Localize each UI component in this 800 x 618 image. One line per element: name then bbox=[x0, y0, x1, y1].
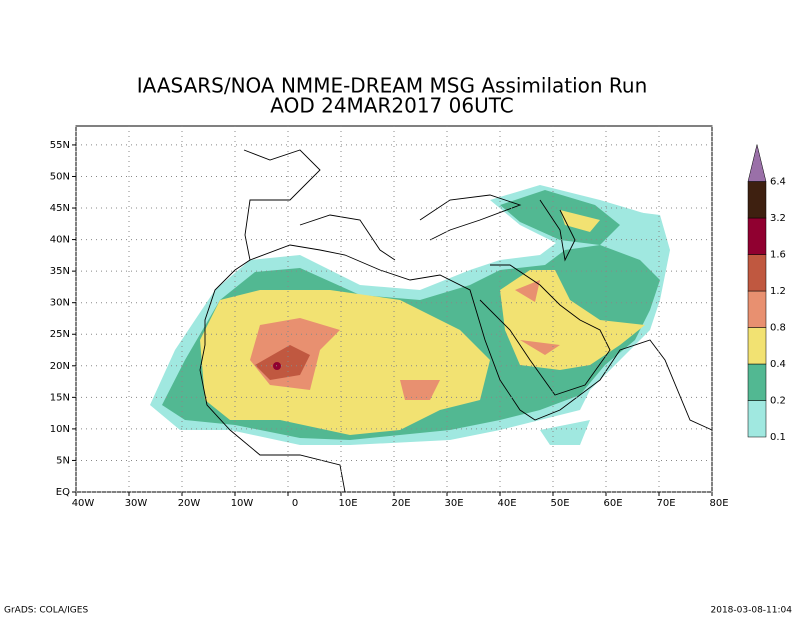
y-tick-label: 20N bbox=[50, 361, 70, 372]
colorbar-box bbox=[747, 363, 767, 401]
y-tick-label: 5N bbox=[56, 455, 70, 466]
colorbar-box bbox=[747, 181, 767, 219]
title: IAASARS/NOA NMME-DREAM MSG Assimilation … bbox=[137, 74, 648, 98]
colorbar-label: 0.1 bbox=[770, 432, 786, 443]
colorbar-box bbox=[747, 327, 767, 365]
colorbar-label: 6.4 bbox=[770, 177, 786, 188]
footer-right: 2018-03-08-11:04 bbox=[711, 606, 793, 616]
x-tick-label: 10E bbox=[338, 498, 357, 509]
colorbar-label: 0.2 bbox=[770, 396, 786, 407]
x-tick-label: 30E bbox=[444, 498, 463, 509]
colorbar-box bbox=[747, 290, 767, 328]
coastline bbox=[199, 149, 346, 493]
y-tick-label: 25N bbox=[50, 329, 70, 340]
x-tick-label: 40W bbox=[72, 498, 95, 509]
x-tick-label: 60E bbox=[603, 498, 622, 509]
colorbar-label: 1.2 bbox=[770, 286, 786, 297]
colorbar-label: 3.2 bbox=[770, 213, 786, 224]
x-tick-label: 10W bbox=[231, 498, 254, 509]
colorbar-box bbox=[747, 217, 767, 255]
coastlines bbox=[199, 149, 713, 493]
x-tick-label: 70E bbox=[656, 498, 675, 509]
aod-band-4 bbox=[250, 280, 560, 400]
y-tick-label: 55N bbox=[50, 140, 70, 151]
aod-field bbox=[150, 185, 670, 445]
coastline bbox=[249, 244, 713, 431]
aod-band-3 bbox=[500, 210, 645, 370]
x-tick-label: 30W bbox=[125, 498, 148, 509]
y-tick-label: 30N bbox=[50, 298, 70, 309]
y-tick-label: 35N bbox=[50, 266, 70, 277]
colorbar-box bbox=[747, 254, 767, 292]
colorbar-extension bbox=[747, 144, 767, 182]
aod-band-5 bbox=[255, 345, 310, 380]
y-tick-label: 10N bbox=[50, 424, 70, 435]
x-tick-label: 50E bbox=[550, 498, 569, 509]
y-tick-label: 15N bbox=[50, 392, 70, 403]
x-tick-label: 20W bbox=[178, 498, 201, 509]
x-tick-label: 0 bbox=[292, 498, 298, 509]
y-tick-label: 45N bbox=[50, 203, 70, 214]
colorbar-box bbox=[747, 400, 767, 438]
x-tick-label: 80E bbox=[709, 498, 728, 509]
colorbar-label: 0.8 bbox=[770, 323, 786, 334]
aod-band-1 bbox=[490, 185, 655, 445]
colorbar-label: 1.6 bbox=[770, 250, 786, 261]
coastline bbox=[299, 194, 611, 396]
footer-left: GrADS: COLA/IGES bbox=[4, 606, 88, 616]
y-tick-label: 50N bbox=[50, 171, 70, 182]
x-tick-label: 20E bbox=[391, 498, 410, 509]
y-tick-label: 40N bbox=[50, 235, 70, 246]
y-tick-label: EQ bbox=[56, 487, 70, 498]
x-tick-label: 40E bbox=[497, 498, 516, 509]
colorbar-label: 0.4 bbox=[770, 359, 786, 370]
subtitle: AOD 24MAR2017 06UTC bbox=[270, 94, 513, 118]
